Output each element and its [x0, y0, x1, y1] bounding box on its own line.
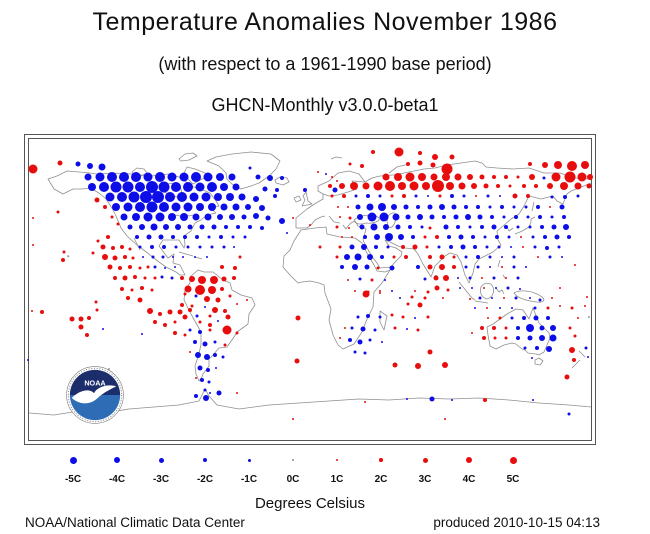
coast-black-sea [353, 214, 380, 225]
map-outer-frame [24, 134, 596, 445]
legend-label: 3C [418, 474, 432, 485]
coast-caspian-sea [386, 212, 397, 228]
legend-item-4c: 4C [447, 452, 491, 485]
legend-label: -1C [240, 474, 258, 485]
coast-hudson-bay [162, 182, 183, 198]
legend-label: -4C [108, 474, 126, 485]
noaa-logo: NOAA [66, 366, 124, 424]
legend-item-5c: 5C [491, 452, 535, 485]
coast-iceland [274, 176, 290, 186]
coast-greenland [206, 151, 281, 190]
coast-asia-pacific [362, 182, 591, 284]
footer-agency-label: NOAA/National Climatic Data Center [25, 515, 245, 530]
coast-great-lakes [174, 213, 194, 217]
legend-dot [69, 456, 77, 464]
legend-dot [466, 457, 472, 463]
coast-sulawesi [495, 287, 505, 295]
footer-produced-timestamp: produced 2010-10-15 04:13 [433, 515, 600, 530]
legend-label: 1C [330, 474, 344, 485]
legend-dot [422, 457, 428, 463]
noaa-logo-text: NOAA [84, 378, 106, 387]
legend-label: 0C [286, 474, 300, 485]
map-inner-frame [28, 138, 592, 441]
coast-sri-lanka [434, 275, 438, 279]
legend-dot [509, 456, 517, 464]
legend-item-3c: 3C [403, 452, 447, 485]
coast-africa [282, 226, 391, 350]
coast-ireland [293, 195, 302, 203]
noaa-logo-microtext-ring [67, 367, 123, 423]
legend-label: -5C [64, 474, 82, 485]
coast-svalbard [330, 156, 343, 160]
legend-label: -3C [152, 474, 170, 485]
legend-item-2c: 2C [359, 452, 403, 485]
coast-cuba [178, 251, 203, 260]
anomaly-size-legend: -5C -4C -3C -2C -1C 0C 1C 2C 3C 4C 5C [51, 452, 535, 485]
coast-south-america [183, 269, 256, 382]
legend-dot [247, 458, 251, 462]
legend-item--5c: -5C [51, 452, 95, 485]
legend-dot [379, 458, 383, 462]
legend-item--1c: -1C [227, 452, 271, 485]
legend-label: 4C [462, 474, 476, 485]
legend-dot [158, 457, 164, 463]
coast-baffin [183, 166, 211, 185]
legend-label: 2C [374, 474, 388, 485]
legend-units-label: Degrees Celsius [254, 495, 366, 512]
coast-uk [301, 191, 313, 207]
legend-item--4c: -4C [95, 452, 139, 485]
coast-ellesmere [178, 152, 198, 162]
legend-label: -2C [196, 474, 214, 485]
legend-label: 5C [506, 474, 520, 485]
legend-dot [292, 459, 294, 461]
coast-japan [514, 216, 536, 235]
legend-dot [203, 458, 207, 462]
page-title: Temperature Anomalies November 1986 [92, 8, 558, 36]
coast-new-guinea [513, 290, 545, 303]
coast-scandinavia [317, 170, 366, 195]
legend-item-0c: 0C [271, 452, 315, 485]
coast-novaya-zemlya [388, 163, 410, 174]
coast-madagascar [379, 310, 388, 331]
coast-korea [505, 224, 514, 232]
legend-item-1c: 1C [315, 452, 359, 485]
coast-greece-turkey [342, 220, 367, 241]
coast-europe-atlantic [295, 160, 591, 219]
coast-australia [486, 307, 551, 356]
dataset-version-label: GHCN-Monthly v3.0.0-beta1 [211, 95, 439, 115]
coast-baja [133, 237, 141, 251]
page-subtitle: (with respect to a 1961-1990 base period… [158, 54, 492, 74]
legend-dot [114, 457, 120, 463]
coast-sumatra-java [458, 281, 489, 304]
coast-philippines [497, 259, 506, 279]
legend-item--3c: -3C [139, 452, 183, 485]
coast-italy [328, 215, 341, 224]
coast-sakhalin [531, 201, 535, 212]
coast-tasmania [534, 357, 544, 366]
coast-iberia-med [295, 215, 326, 229]
legend-dot [335, 458, 339, 462]
coast-new-zealand [571, 350, 586, 369]
legend-item--2c: -2C [183, 452, 227, 485]
coast-borneo [479, 282, 495, 300]
coast-north-america [47, 170, 220, 276]
noaa-logo-seagull-icon [71, 385, 117, 404]
